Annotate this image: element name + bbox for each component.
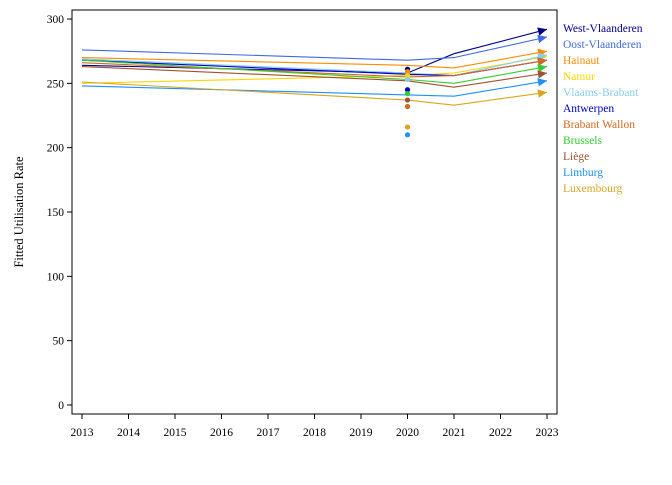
x-tick-label: 2013 (71, 427, 94, 439)
legend-label: Brabant Wallon (563, 119, 635, 131)
x-tick-label: 2020 (396, 427, 419, 439)
point-2020 (404, 76, 411, 83)
point-2020 (404, 97, 411, 103)
x-tick-label: 2017 (257, 427, 280, 439)
series-arrowhead (537, 78, 547, 87)
legend-label: West-Vlaanderen (563, 23, 643, 35)
x-tick-label: 2019 (350, 427, 373, 439)
x-tick-label: 2014 (117, 427, 140, 439)
series-line (81, 36, 548, 61)
x-tick-label: 2015 (164, 427, 187, 439)
y-tick-label: 250 (47, 78, 65, 90)
series-line (81, 81, 548, 106)
legend: West-Vlaanderen Oost-Vlaanderen Hainaut Nam… (563, 23, 643, 195)
point-2020 (404, 103, 411, 110)
legend-label: Hainaut (563, 55, 600, 67)
legend-label: Oost-Vlaanderen (563, 39, 642, 51)
point-2020 (404, 91, 411, 97)
x-tick-label: 2022 (489, 427, 512, 439)
series-arrowhead (537, 64, 547, 73)
legend-label: Brussels (563, 135, 603, 147)
legend-label: Antwerpen (563, 103, 614, 115)
y-tick-label: 50 (53, 336, 65, 348)
x-tick-label: 2018 (303, 427, 326, 439)
y-tick-label: 300 (47, 14, 65, 26)
series-arrowhead (537, 89, 547, 98)
legend-label: Vlaams-Brabant (563, 87, 639, 99)
y-tick-label: 150 (47, 207, 65, 219)
series-line (81, 59, 548, 84)
point-2020 (404, 69, 411, 75)
series-arrowhead (537, 57, 547, 66)
series-line (81, 50, 548, 69)
point-2020 (404, 132, 411, 138)
x-tick-label: 2023 (536, 427, 559, 439)
y-tick-label: 200 (47, 143, 65, 155)
series-lines (81, 27, 548, 106)
point-2020 (404, 73, 411, 79)
legend-label: Limburg (563, 167, 603, 179)
x-tick-label: 2016 (210, 427, 233, 439)
points-2020 (404, 66, 411, 138)
legend-label: Liège (563, 151, 589, 163)
series-arrowhead (537, 70, 547, 79)
point-2020 (404, 87, 411, 93)
series-arrowhead (537, 34, 547, 44)
legend-label: Namur (563, 71, 595, 83)
series-line (81, 54, 548, 77)
point-2020 (404, 124, 411, 130)
x-tick-label: 2021 (443, 427, 466, 439)
y-tick-label: 100 (47, 271, 65, 283)
series-arrowhead (537, 27, 547, 36)
series-line (81, 28, 548, 74)
y-axis: 0 50 100 150 200 250 300 (47, 14, 72, 412)
series-line (81, 80, 548, 97)
y-tick-label: 0 (58, 400, 64, 412)
series-line (81, 66, 548, 88)
y-axis-label: Fitted Utilisation Rate (12, 156, 26, 268)
legend-label: Luxembourg (563, 183, 622, 195)
x-axis: 2013 2014 2015 2016 2017 2018 2019 2020 2021 2022… (71, 414, 559, 439)
